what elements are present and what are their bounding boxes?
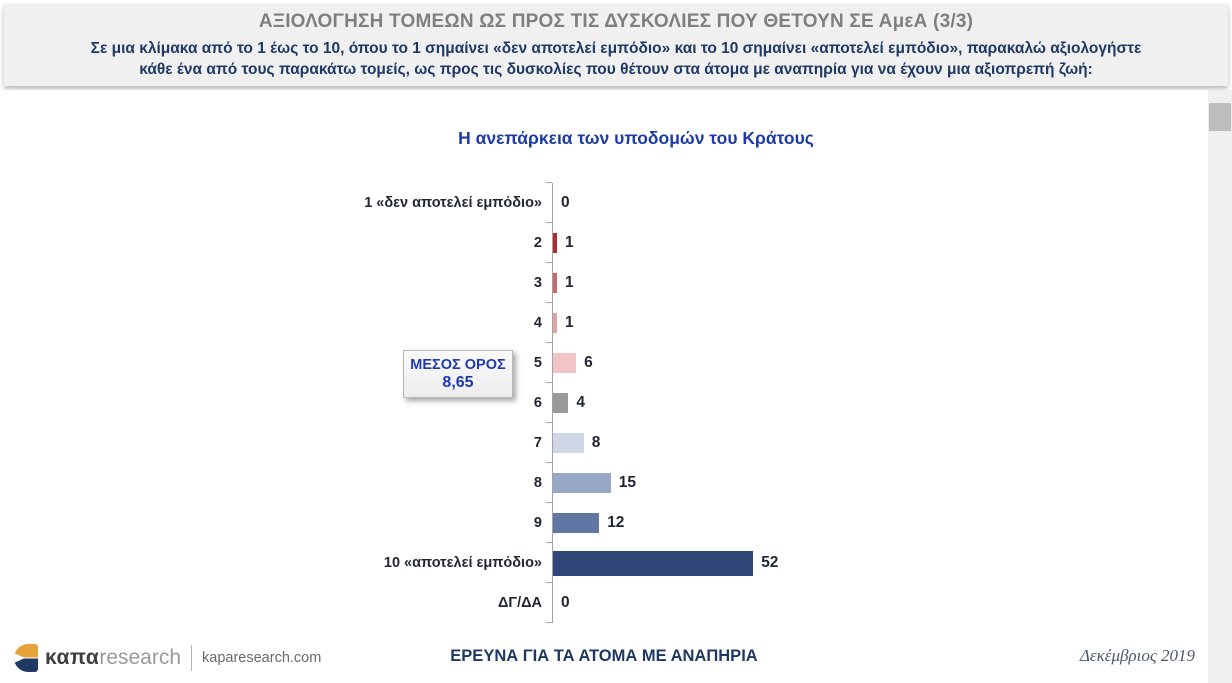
category-label: 10 «αποτελεί εμπόδιο» — [383, 555, 542, 571]
scrollbar-track[interactable] — [1208, 90, 1232, 683]
value-label: 12 — [607, 514, 625, 531]
category-label: 3 — [533, 275, 542, 291]
slide-subtitle-line2: κάθε ένα από τους παρακάτω τομείς, ως πρ… — [139, 61, 1093, 78]
value-label: 15 — [618, 474, 636, 491]
bar — [553, 550, 754, 576]
category-label: 8 — [533, 475, 542, 491]
chart-area: Η ανεπάρκεια των υποδομών του Κράτους 1 … — [0, 90, 1208, 683]
bar — [553, 273, 557, 293]
bar-zone: 8 — [546, 422, 1208, 463]
chart-rows: 1 «δεν αποτελεί εμπόδιο» 0 2 1 3 1 4 1 5 6 6 4 7 8 8 15… — [0, 182, 1208, 623]
mean-label: ΜΕΣΟΣ ΟΡΟΣ — [410, 356, 506, 373]
category-label: ΔΓ/ΔΑ — [497, 595, 542, 611]
value-label: 0 — [561, 194, 570, 211]
kapa-research-logo-icon — [14, 644, 38, 672]
bar-zone: 1 — [546, 222, 1208, 263]
bar-zone: 12 — [546, 502, 1208, 543]
bar — [553, 233, 557, 253]
slide-subtitle-line1: Σε μια κλίμακα από το 1 έως το 10, όπου … — [90, 40, 1142, 57]
category-label: 5 — [533, 355, 542, 371]
bar-zone: 1 — [546, 302, 1208, 343]
bar — [553, 393, 569, 413]
slide-subtitle: Σε μια κλίμακα από το 1 έως το 10, όπου … — [4, 38, 1228, 80]
footer-date: Δεκέμβριος 2019 — [1079, 646, 1195, 665]
category-label: 2 — [533, 235, 542, 251]
bar-zone: 15 — [546, 462, 1208, 503]
slide-header: ΑΞΙΟΛΟΓΗΣΗ ΤΟΜΕΩΝ ΩΣ ΠΡΟΣ ΤΙΣ ΔΥΣΚΟΛΙΕΣ … — [4, 4, 1228, 86]
bar-zone: 0 — [546, 582, 1208, 623]
mean-value: 8,65 — [442, 373, 474, 391]
kapa-research-logo: καπα research kaparesearch.com — [14, 641, 321, 675]
logo-text-primary: καπα — [45, 646, 100, 669]
footer: καπα research kaparesearch.com ΕΡΕΥΝΑ ΓΙΑ… — [0, 641, 1208, 675]
scrollbar-thumb[interactable] — [1209, 103, 1231, 131]
value-label: 1 — [565, 234, 574, 251]
category-label: 9 — [533, 515, 542, 531]
value-label: 4 — [576, 394, 586, 411]
bar — [553, 473, 611, 493]
bar — [553, 313, 557, 333]
chart-row: 1 «δεν αποτελεί εμπόδιο» 0 — [0, 182, 1208, 223]
category-label: 4 — [533, 315, 542, 331]
value-label: 6 — [584, 354, 593, 371]
bar-zone: 4 — [546, 382, 1208, 423]
value-label: 1 — [565, 314, 574, 331]
value-label: 52 — [761, 554, 779, 571]
category-label: 6 — [533, 395, 542, 411]
chart-title: Η ανεπάρκεια των υποδομών του Κράτους — [458, 128, 814, 148]
category-label: 1 «δεν αποτελεί εμπόδιο» — [364, 195, 542, 211]
value-label: 1 — [565, 274, 574, 291]
logo-separator — [191, 645, 193, 671]
bar — [553, 513, 600, 533]
chart-row: 8 15 — [0, 462, 1208, 503]
chart-row: 10 «αποτελεί εμπόδιο» 52 — [0, 542, 1208, 583]
chart-row: ΔΓ/ΔΑ 0 — [0, 582, 1208, 623]
value-label: 8 — [591, 434, 601, 451]
survey-title: ΕΡΕΥΝΑ ΓΙΑ ΤΑ ΑΤΟΜΑ ΜΕ ΑΝΑΠΗΡΙΑ — [450, 647, 758, 665]
bar — [553, 353, 577, 373]
value-label: 0 — [561, 594, 570, 611]
bar-zone: 52 — [546, 542, 1208, 583]
bar-zone: 0 — [546, 182, 1208, 223]
bar — [553, 433, 584, 453]
slide-title: ΑΞΙΟΛΟΓΗΣΗ ΤΟΜΕΩΝ ΩΣ ΠΡΟΣ ΤΙΣ ΔΥΣΚΟΛΙΕΣ … — [258, 11, 974, 32]
chart-row: 9 12 — [0, 502, 1208, 543]
category-label: 7 — [533, 435, 542, 451]
mean-box: ΜΕΣΟΣ ΟΡΟΣ 8,65 — [403, 350, 513, 398]
logo-domain: kaparesearch.com — [202, 650, 322, 666]
logo-text-secondary: research — [99, 646, 182, 669]
bar-zone: 1 — [546, 262, 1208, 303]
bar-zone: 6 — [546, 342, 1208, 383]
